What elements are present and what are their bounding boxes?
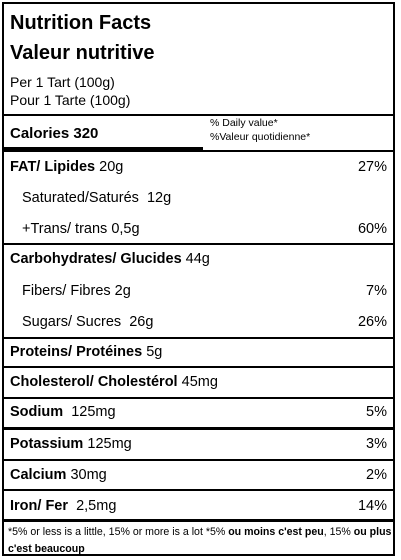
calories-underline	[4, 147, 203, 150]
nutrient-label: Iron/ Fer	[10, 498, 69, 514]
nutrient-label: FAT/ Lipides	[10, 159, 96, 175]
nutrient-percent: 26%	[357, 314, 387, 330]
nutrient-percent: 60%	[357, 221, 387, 237]
nutrient-amount: 44g	[185, 251, 210, 267]
daily-value-french: %Valeur quotidienne*	[210, 131, 311, 143]
nutrient-percent: 14%	[357, 498, 387, 514]
divider	[4, 150, 393, 152]
divider	[4, 427, 393, 430]
footnote-bold-text: ou moins c'est peu	[228, 526, 324, 538]
divider	[4, 337, 393, 339]
nutrient-percent: 7%	[366, 283, 387, 299]
proteins-row: Proteins/ Protéines 5g	[10, 344, 162, 360]
divider	[4, 114, 393, 116]
nutrient-label: Fibers/ Fibres	[22, 283, 111, 299]
nutrient-amount: 2g	[114, 283, 131, 299]
divider	[4, 366, 393, 368]
divider	[4, 243, 393, 245]
fat-row: FAT/ Lipides 20g	[10, 159, 123, 175]
nutrient-amount: 2,5mg	[76, 498, 117, 514]
nutrient-label: Cholesterol/ Cholestérol	[10, 374, 178, 390]
nutrient-label: Potassium	[10, 436, 84, 452]
nutrient-label: Sugars/ Sucres	[22, 314, 122, 330]
nutrient-amount: 20g	[99, 159, 124, 175]
nutrient-label: Sodium	[10, 404, 64, 420]
footnote: *5% or less is a little, 15% or more is …	[8, 524, 393, 558]
sodium-row: Sodium 125mg	[10, 404, 116, 420]
divider	[4, 397, 393, 399]
nutrient-percent: 5%	[366, 404, 387, 420]
footnote-text: , 15%	[323, 526, 354, 538]
serving-english: Per 1 Tart (100g)	[10, 74, 115, 90]
divider	[4, 519, 393, 522]
nutrient-percent: 3%	[366, 436, 387, 452]
nutrient-amount: 30mg	[70, 467, 107, 483]
calories-value: 320	[73, 125, 99, 142]
nutrient-amount: 125mg	[71, 404, 116, 420]
nutrient-label: Proteins/ Protéines	[10, 344, 143, 360]
nutrient-label: Saturated/Saturés	[22, 190, 139, 206]
nutrient-amount: 45mg	[181, 374, 218, 390]
nutrient-amount: 26g	[129, 314, 154, 330]
potassium-row: Potassium 125mg	[10, 436, 132, 452]
calories-row: Calories 320	[10, 125, 98, 142]
cholesterol-row: Cholesterol/ Cholestérol 45mg	[10, 374, 218, 390]
divider	[4, 489, 393, 491]
divider	[4, 459, 393, 461]
calories-label: Calories	[10, 125, 70, 142]
nutrient-label: Carbohydrates/ Glucides	[10, 251, 182, 267]
title-french: Valeur nutritive	[10, 42, 155, 64]
nutrient-amount: 12g	[146, 190, 172, 206]
daily-value-english: % Daily value*	[210, 117, 278, 129]
serving-french: Pour 1 Tarte (100g)	[10, 92, 131, 108]
nutrient-amount: 0,5g	[111, 221, 140, 237]
iron-row: Iron/ Fer 2,5mg	[10, 498, 116, 514]
trans-row: +Trans/ trans 0,5g	[22, 221, 140, 237]
nutrient-percent: 2%	[366, 467, 387, 483]
calcium-row: Calcium 30mg	[10, 467, 107, 483]
saturated-row: Saturated/Saturés 12g	[22, 190, 171, 206]
nutrient-amount: 125mg	[87, 436, 132, 452]
footnote-bold-text: ou plus c'est beaucoup	[8, 526, 392, 555]
nutrient-amount: 5g	[146, 344, 163, 360]
fibers-row: Fibers/ Fibres 2g	[22, 283, 131, 299]
footnote-text: *5% or less is a little, 15% or more is …	[8, 526, 229, 538]
nutrient-label: +Trans/ trans	[22, 221, 108, 237]
title-english: Nutrition Facts	[10, 12, 152, 34]
nutrient-label: Calcium	[10, 467, 67, 483]
nutrition-facts-label: Nutrition Facts Valeur nutritive Per 1 T…	[2, 2, 395, 556]
sugars-row: Sugars/ Sucres 26g	[22, 314, 153, 330]
nutrient-percent: 27%	[357, 159, 387, 175]
carbohydrates-row: Carbohydrates/ Glucides 44g	[10, 251, 210, 267]
